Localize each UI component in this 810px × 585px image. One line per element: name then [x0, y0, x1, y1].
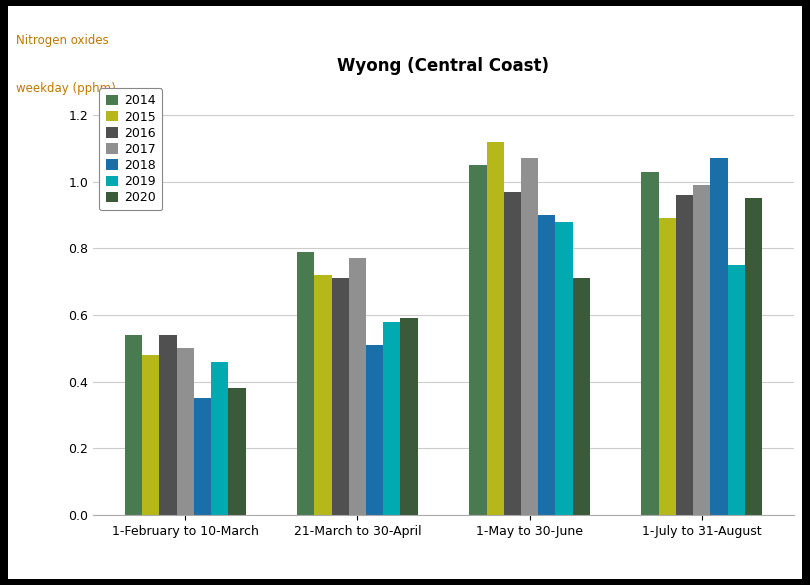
Bar — [211, 362, 228, 515]
Legend: 2014, 2015, 2016, 2017, 2018, 2019, 2020: 2014, 2015, 2016, 2017, 2018, 2019, 2020 — [100, 88, 162, 211]
Bar — [693, 185, 710, 515]
Text: weekday (pphm): weekday (pphm) — [16, 82, 116, 95]
Bar — [125, 335, 143, 515]
Bar — [538, 215, 556, 515]
Bar — [487, 142, 504, 515]
Bar — [314, 275, 331, 515]
Bar — [504, 192, 521, 515]
Bar — [366, 345, 383, 515]
Bar — [194, 398, 211, 515]
Bar — [469, 165, 487, 515]
Bar — [160, 335, 177, 515]
Bar — [659, 218, 676, 515]
Bar — [744, 198, 762, 515]
Bar — [521, 159, 538, 515]
Text: Nitrogen oxides: Nitrogen oxides — [16, 35, 109, 47]
Bar — [177, 348, 194, 515]
Bar — [642, 172, 659, 515]
Bar — [400, 318, 418, 515]
Bar — [143, 355, 160, 515]
Bar — [727, 265, 744, 515]
Title: Wyong (Central Coast): Wyong (Central Coast) — [338, 57, 549, 75]
Bar — [573, 278, 590, 515]
Bar — [710, 159, 727, 515]
Bar — [676, 195, 693, 515]
Bar — [331, 278, 349, 515]
Bar — [297, 252, 314, 515]
Bar — [383, 322, 400, 515]
Bar — [556, 222, 573, 515]
Bar — [349, 259, 366, 515]
Bar — [228, 388, 245, 515]
